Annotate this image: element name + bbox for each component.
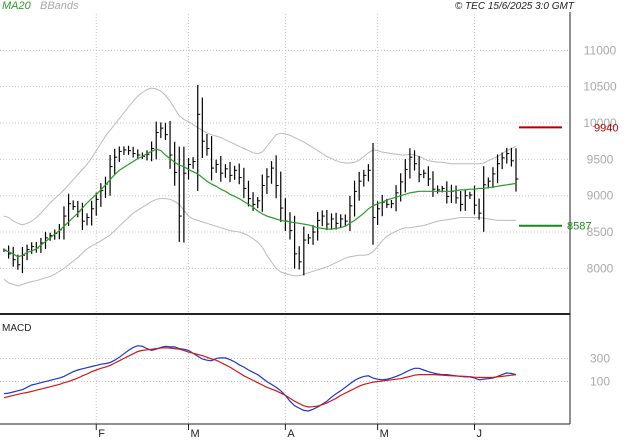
- resistance-label: 9940: [594, 122, 618, 134]
- support-label: 8587: [567, 221, 591, 233]
- price-ytick-label: 9500: [587, 152, 614, 166]
- price-ytick-label: 10500: [583, 80, 617, 94]
- price-ytick-label: 11000: [584, 43, 617, 57]
- price-ytick-label: 9000: [587, 189, 614, 203]
- macd-ytick-label: 300: [590, 351, 610, 365]
- month-label: M: [380, 428, 389, 440]
- bb-lower-line: [3, 198, 516, 287]
- price-levels: 9940 8587: [519, 122, 618, 233]
- month-label: F: [98, 428, 105, 440]
- month-label: A: [287, 428, 295, 440]
- macd-series-1: [3, 347, 517, 408]
- bollinger-bands: [3, 87, 517, 287]
- macd-ytick-label: 100: [590, 375, 610, 389]
- macd-gridlines: 300 100: [0, 351, 610, 389]
- macd-title: MACD: [2, 323, 31, 334]
- month-label: M: [191, 428, 200, 440]
- price-bars: [3, 84, 519, 276]
- price-ytick-label: 8000: [587, 261, 614, 275]
- month-label: J: [476, 428, 482, 440]
- legend-ma20: MA20: [2, 0, 32, 12]
- macd-series-0: [3, 345, 517, 412]
- bb-upper-line: [3, 87, 517, 226]
- macd-lines: [3, 345, 517, 412]
- price-ytick-label: 8500: [587, 225, 614, 239]
- price-ytick-label: 10000: [583, 116, 617, 130]
- copyright-text: © TEC 15/6/2025 3:0 GMT: [455, 1, 575, 12]
- ma20-line: [3, 148, 517, 258]
- ma20-path: [3, 148, 517, 258]
- legend-bbands: BBands: [40, 0, 79, 12]
